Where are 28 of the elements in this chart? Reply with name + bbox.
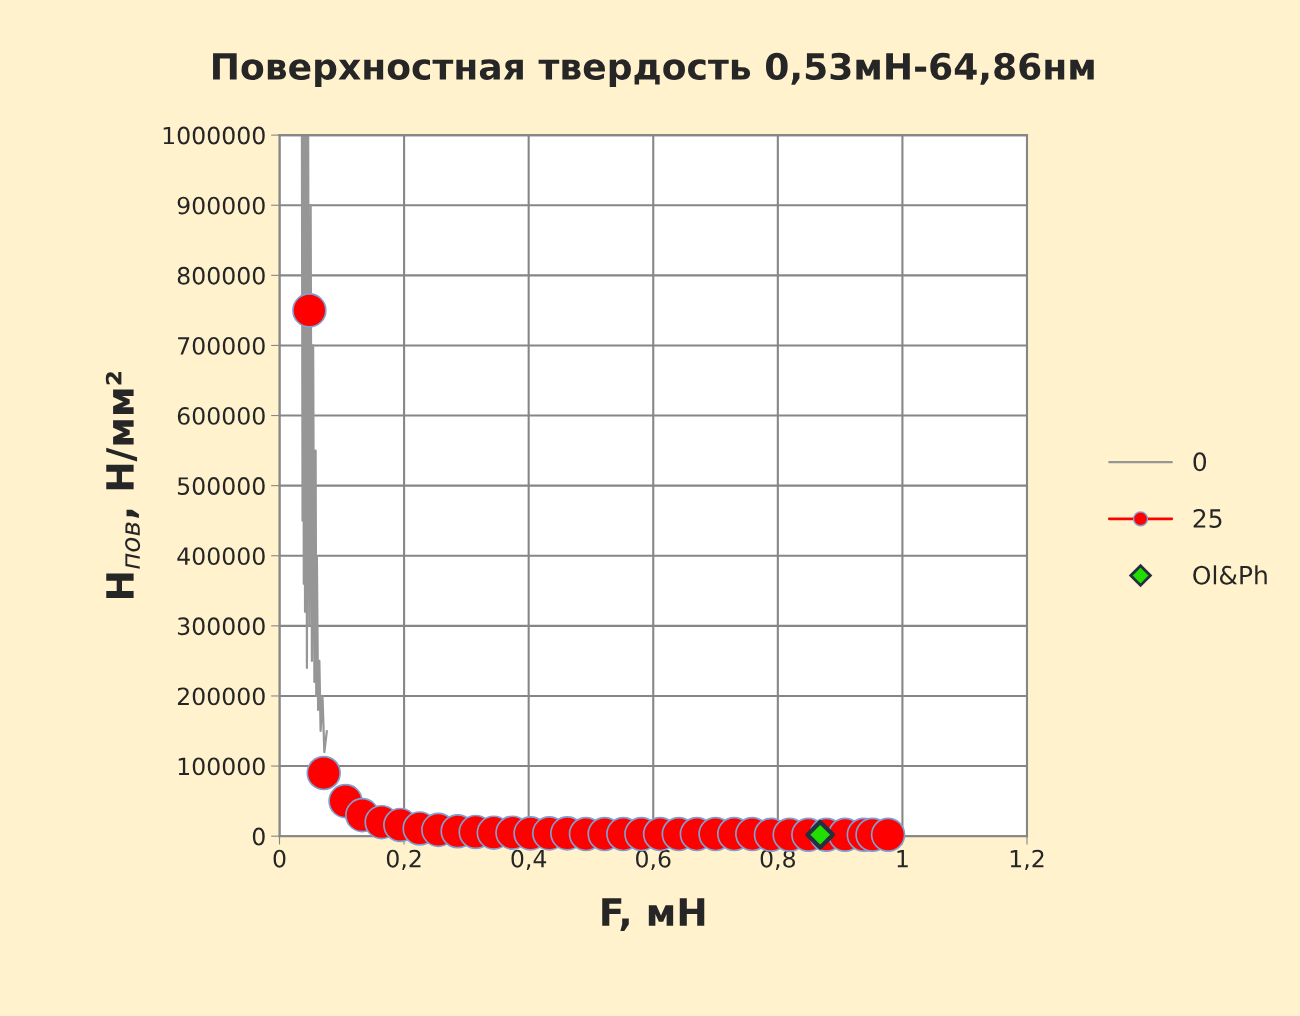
y-tick-label: 0 <box>252 827 265 846</box>
y-tick-label: 600000 <box>177 406 265 425</box>
y-tick-label: 500000 <box>177 477 265 495</box>
x-tick-label: 0,4 <box>511 849 547 871</box>
y-axis-title: Н$_{пов}$, Н/мм² <box>105 372 141 599</box>
x-tick-label: 1,2 <box>1010 849 1044 871</box>
y-tick-label: 800000 <box>177 266 265 285</box>
point <box>805 819 836 850</box>
x-tick-label: 0 <box>273 849 286 868</box>
y-tick-label: 400000 <box>177 547 265 566</box>
legend-label: 25 <box>1193 509 1222 528</box>
x-tick-label: 1 <box>897 850 908 868</box>
line-series <box>300 135 328 754</box>
x-tick-label: 0,8 <box>760 849 795 871</box>
y-tick-label: 300000 <box>177 617 265 636</box>
y-tick-label: 700000 <box>178 336 265 355</box>
x-tick-label: 0,2 <box>386 849 421 871</box>
chart-title: Поверхностная твердость 0,53мН-64,86нм <box>213 52 1094 88</box>
x-axis-title: F, мН <box>602 898 705 932</box>
y-tick-label: 900000 <box>177 196 265 215</box>
y-tick-label: 200000 <box>177 687 265 706</box>
point <box>306 755 341 791</box>
y-tick-label: 100000 <box>178 757 265 776</box>
point <box>292 293 327 328</box>
legend-label: 0 <box>1193 452 1207 472</box>
y-tick-label: 1000000 <box>163 126 265 145</box>
x-tick-label: 0,6 <box>636 849 671 871</box>
legend-label: Ol&Ph <box>1193 565 1267 585</box>
